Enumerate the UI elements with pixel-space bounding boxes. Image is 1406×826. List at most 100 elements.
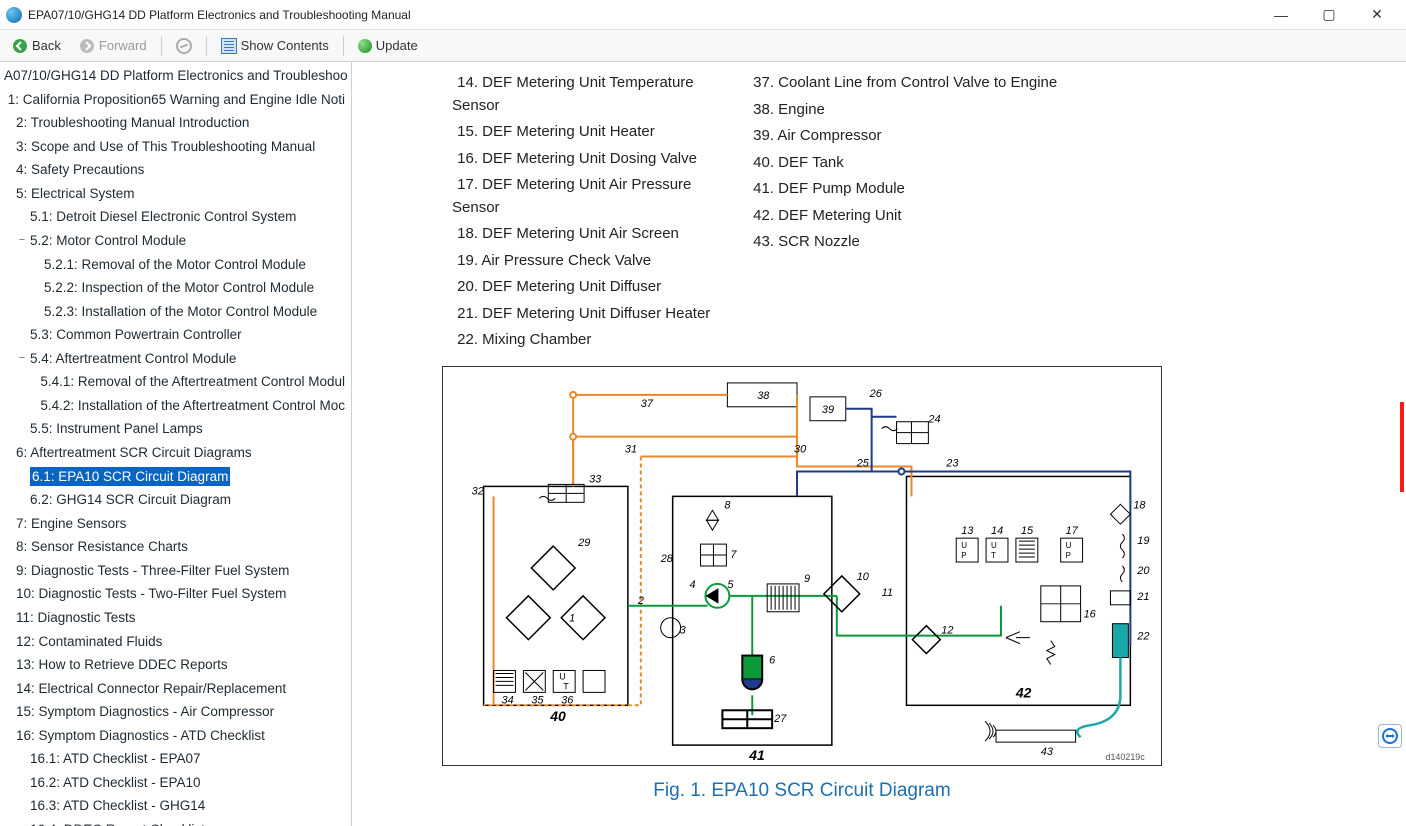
circuit-diagram: 40 41 42 38 39 [442, 366, 1162, 766]
legend-text: Air Compressor [774, 127, 882, 144]
teamviewer-icon[interactable] [1378, 724, 1402, 748]
tree-label: 5.2.3: Installation of the Motor Control… [44, 302, 317, 322]
tree-node[interactable]: 16: Symptom Diagnostics - ATD Checklist [0, 724, 351, 748]
tree-node[interactable]: 12: Contaminated Fluids [0, 630, 351, 654]
label-3: 3 [680, 624, 686, 636]
legend-item: 19. Air Pressure Check Valve [452, 250, 732, 273]
tree-node[interactable]: 11: Diagnostic Tests [0, 606, 351, 630]
tree-node[interactable]: 6.1: EPA10 SCR Circuit Diagram [0, 465, 351, 489]
tree-twisty[interactable]: − [16, 351, 28, 367]
tree-label: 16: Symptom Diagnostics - ATD Checklist [16, 726, 265, 746]
legend-number: 15. [452, 121, 478, 144]
label-30: 30 [794, 443, 806, 455]
show-contents-button[interactable]: Show Contents [215, 36, 335, 56]
tree-node[interactable]: A07/10/GHG14 DD Platform Electronics and… [0, 64, 351, 88]
scrollbar-marker [1400, 402, 1404, 492]
label-10: 10 [857, 570, 869, 582]
tree-node[interactable]: 5.4.1: Removal of the Aftertreatment Con… [0, 370, 351, 394]
legend-item: 17. DEF Metering Unit Air Pressure Senso… [452, 174, 732, 219]
tree-label: 5.4.1: Removal of the Aftertreatment Con… [40, 372, 345, 392]
label-20: 20 [1136, 564, 1149, 576]
back-button[interactable]: Back [6, 36, 67, 56]
tree-node[interactable]: 16.1: ATD Checklist - EPA07 [0, 747, 351, 771]
maximize-button[interactable]: ▢ [1314, 4, 1344, 26]
tree-node[interactable]: 16.2: ATD Checklist - EPA10 [0, 771, 351, 795]
label-9: 9 [804, 572, 810, 584]
content-pane[interactable]: 14. DEF Metering Unit Temperature Sensor… [352, 62, 1406, 826]
titlebar: EPA07/10/GHG14 DD Platform Electronics a… [0, 0, 1406, 30]
tree-node[interactable]: 5.1: Detroit Diesel Electronic Control S… [0, 205, 351, 229]
tree-label: 5.2: Motor Control Module [30, 231, 186, 251]
minimize-button[interactable]: ― [1266, 4, 1296, 26]
tree-node[interactable]: 4: Safety Precautions [0, 158, 351, 182]
tree-label: 11: Diagnostic Tests [16, 608, 136, 628]
tree-node[interactable]: −5.4: Aftertreatment Control Module [0, 347, 351, 371]
tree-node[interactable]: 3: Scope and Use of This Troubleshooting… [0, 135, 351, 159]
sidebar[interactable]: A07/10/GHG14 DD Platform Electronics and… [0, 62, 352, 826]
update-button[interactable]: Update [352, 36, 424, 55]
legend-col-2: 37. Coolant Line from Control Valve to E… [748, 72, 1057, 352]
label-11: 11 [882, 586, 893, 598]
label-28: 28 [660, 553, 674, 565]
tree-node[interactable]: 14: Electrical Connector Repair/Replacem… [0, 677, 351, 701]
tree-label: 2: Troubleshooting Manual Introduction [16, 113, 249, 133]
svg-text:U: U [991, 541, 997, 550]
tree-node[interactable]: 2: Troubleshooting Manual Introduction [0, 111, 351, 135]
tree-node[interactable]: 5: Electrical System [0, 182, 351, 206]
tree-node[interactable]: 16.3: ATD Checklist - GHG14 [0, 794, 351, 818]
legend-item: 16. DEF Metering Unit Dosing Valve [452, 148, 732, 171]
tree-node[interactable]: 5.5: Instrument Panel Lamps [0, 417, 351, 441]
tree-node[interactable]: 8: Sensor Resistance Charts [0, 535, 351, 559]
tree-node[interactable]: −5.2: Motor Control Module [0, 229, 351, 253]
legend-number: 38. [748, 99, 774, 122]
legend-text: DEF Metering Unit Air Pressure Sensor [452, 176, 691, 216]
stop-button[interactable] [170, 36, 198, 56]
close-button[interactable]: ✕ [1362, 4, 1392, 26]
tree-node[interactable]: 10: Diagnostic Tests - Two-Filter Fuel S… [0, 582, 351, 606]
tree-label: 10: Diagnostic Tests - Two-Filter Fuel S… [16, 584, 286, 604]
toolbar-separator [161, 36, 162, 56]
tree-node[interactable]: 5.2.1: Removal of the Motor Control Modu… [0, 253, 351, 277]
label-40: 40 [549, 708, 566, 724]
tree-node[interactable]: 15: Symptom Diagnostics - Air Compressor [0, 700, 351, 724]
legend-text: SCR Nozzle [774, 233, 860, 250]
legend-number: 21. [452, 303, 478, 326]
forward-button[interactable]: Forward [73, 36, 153, 56]
legend-number: 22. [452, 329, 478, 352]
legend-text: Air Pressure Check Valve [478, 252, 651, 269]
legend-number: 17. [452, 174, 478, 197]
legend-item: 39. Air Compressor [748, 125, 1057, 148]
svg-text:P: P [961, 551, 966, 560]
tree-label: 14: Electrical Connector Repair/Replacem… [16, 679, 286, 699]
tree-node[interactable]: 13: How to Retrieve DDEC Reports [0, 653, 351, 677]
legend-number: 18. [452, 223, 478, 246]
legend-item: 41. DEF Pump Module [748, 178, 1057, 201]
label-27: 27 [773, 713, 787, 725]
tree-node[interactable]: 16.4: DDEC Report Checklist [0, 818, 351, 826]
tree-node[interactable]: 5.4.2: Installation of the Aftertreatmen… [0, 394, 351, 418]
tree-node[interactable]: 6.2: GHG14 SCR Circuit Diagram [0, 488, 351, 512]
forward-label: Forward [99, 38, 147, 53]
label-37: 37 [641, 397, 654, 409]
legend-text: DEF Metering Unit Diffuser Heater [478, 305, 710, 322]
legend-text: DEF Metering Unit Temperature Sensor [452, 74, 694, 114]
legend-text: DEF Metering Unit [774, 207, 902, 224]
window-controls: ― ▢ ✕ [1266, 4, 1400, 26]
label-34: 34 [502, 694, 514, 706]
legend-item: 22. Mixing Chamber [452, 329, 732, 352]
label-15: 15 [1021, 525, 1034, 537]
label-21: 21 [1136, 590, 1149, 602]
tree-node[interactable]: 5.2.3: Installation of the Motor Control… [0, 300, 351, 324]
tree-node[interactable]: 7: Engine Sensors [0, 512, 351, 536]
label-43: 43 [1041, 746, 1053, 758]
window-title: EPA07/10/GHG14 DD Platform Electronics a… [28, 8, 1266, 22]
tree-node[interactable]: 5.2.2: Inspection of the Motor Control M… [0, 276, 351, 300]
tree-node[interactable]: 1: California Proposition65 Warning and … [0, 88, 351, 112]
tree-twisty[interactable]: − [16, 233, 28, 249]
legend-text: DEF Tank [774, 154, 844, 171]
tree-node[interactable]: 6: Aftertreatment SCR Circuit Diagrams [0, 441, 351, 465]
tree-node[interactable]: 5.3: Common Powertrain Controller [0, 323, 351, 347]
tree-label: 6: Aftertreatment SCR Circuit Diagrams [16, 443, 252, 463]
legend-item: 38. Engine [748, 99, 1057, 122]
tree-node[interactable]: 9: Diagnostic Tests - Three-Filter Fuel … [0, 559, 351, 583]
